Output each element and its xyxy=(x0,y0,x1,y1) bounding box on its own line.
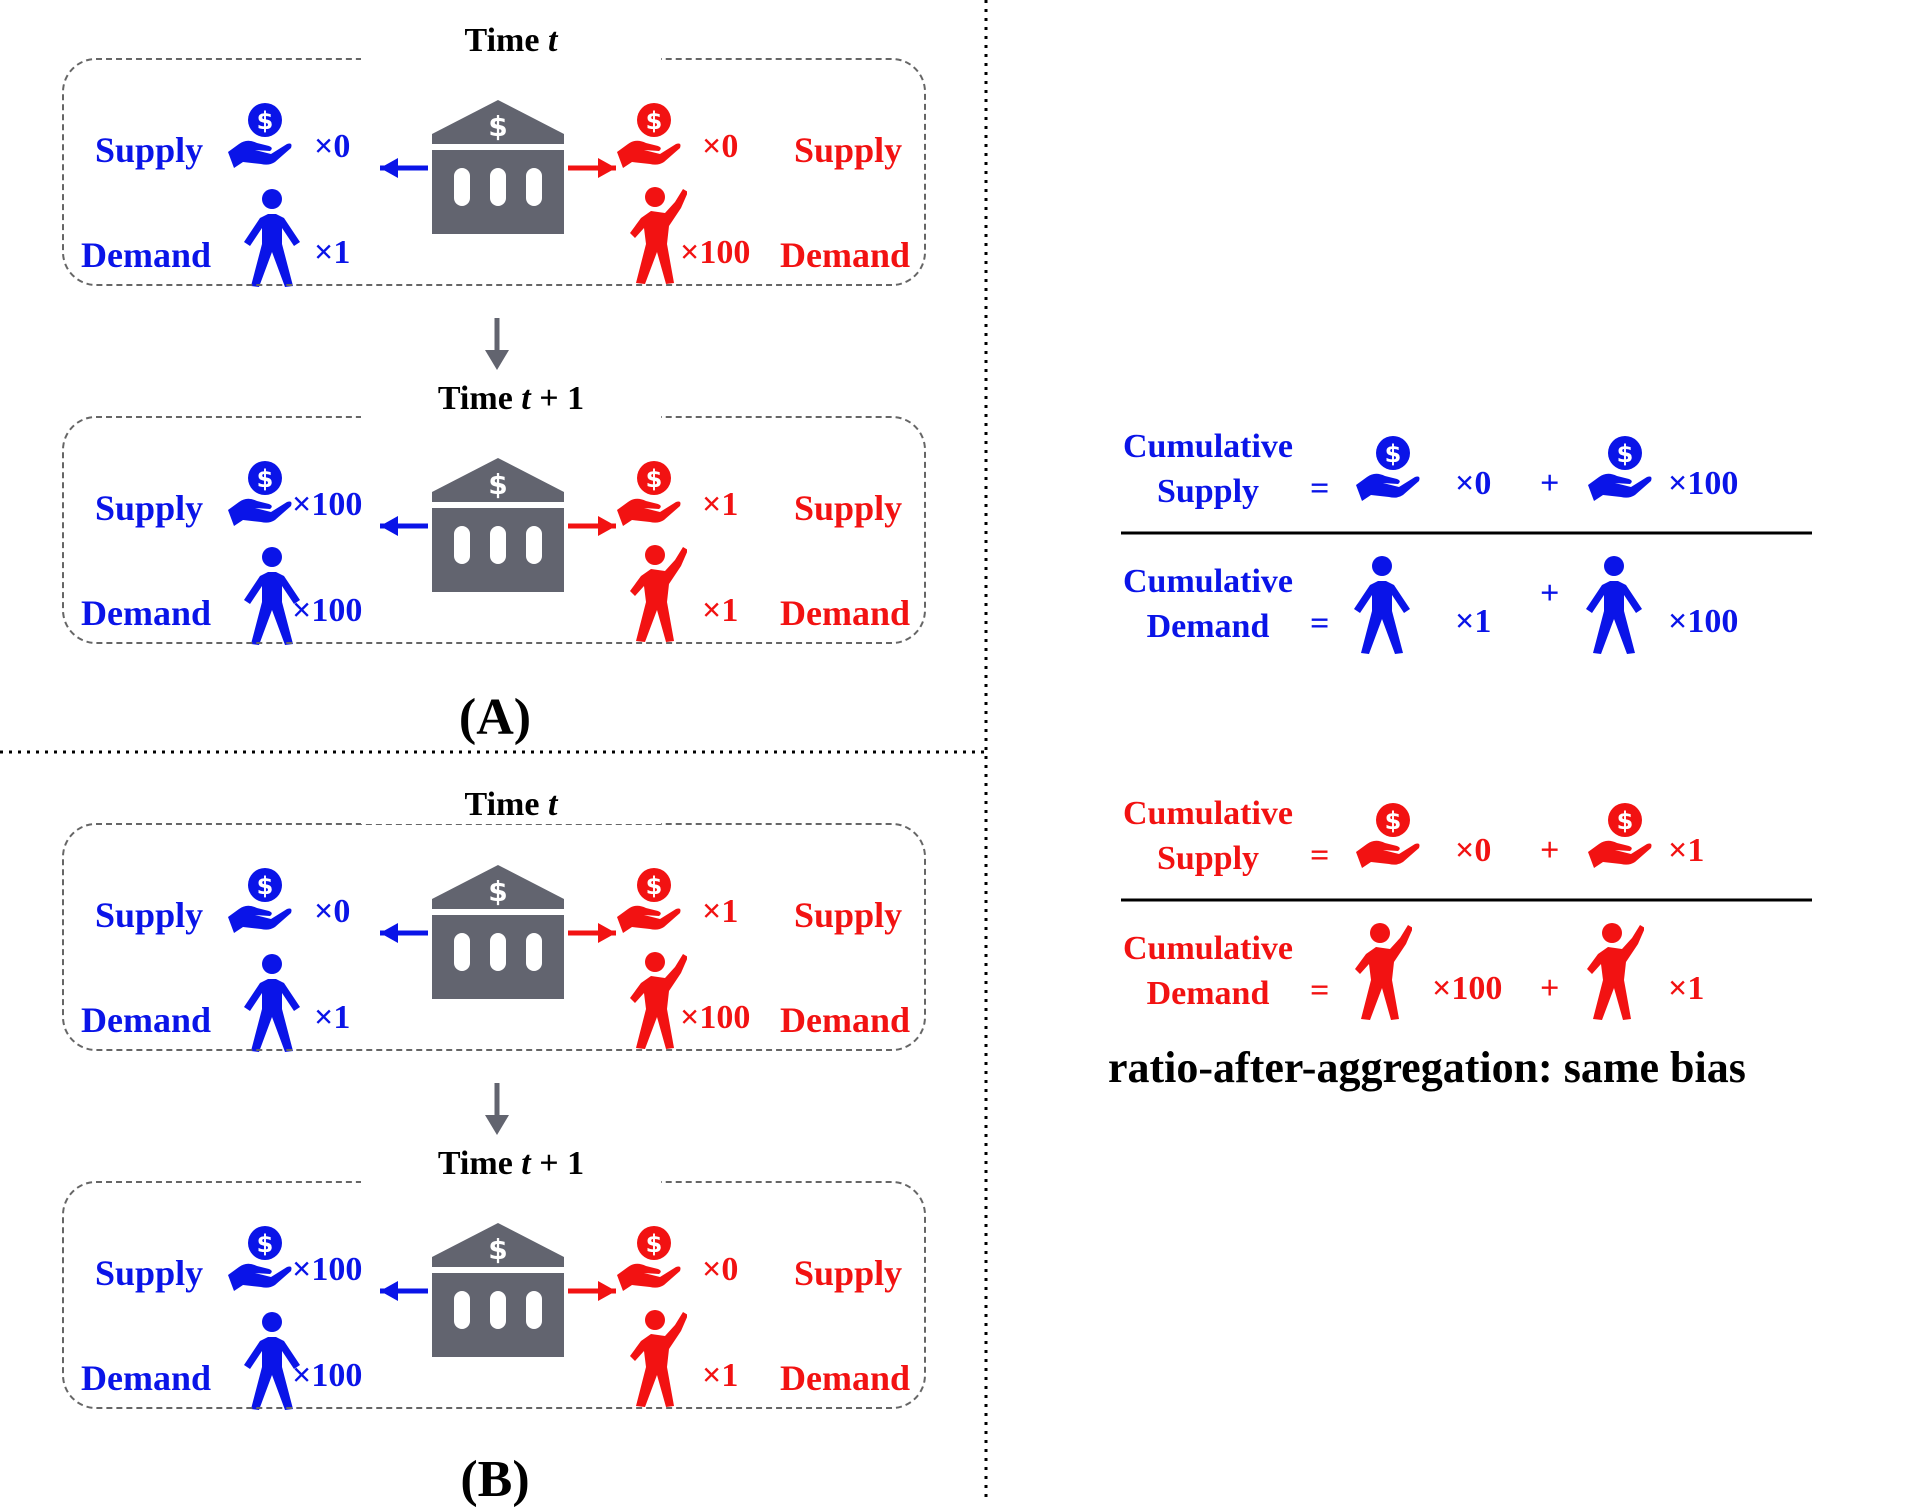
equals-sign: = xyxy=(1310,605,1330,642)
plus-sign: + xyxy=(1540,970,1560,1007)
supply-label: Supply xyxy=(1156,840,1260,877)
demand-term-2: ×1 xyxy=(1668,970,1705,1007)
hand-coin-icon xyxy=(1356,803,1420,868)
time-title: Time t + 1 xyxy=(361,1145,661,1183)
blue-demand-label: Demand xyxy=(81,593,212,633)
blue-supply-count: ×100 xyxy=(292,486,363,523)
red-supply-count: ×1 xyxy=(702,486,739,523)
cumulative-label: Cumulative xyxy=(1123,428,1293,465)
equals-sign: = xyxy=(1310,837,1330,874)
arrow-to-blue-head xyxy=(380,1281,398,1301)
red-supply-count: ×1 xyxy=(702,893,739,930)
supply-term-2: ×1 xyxy=(1668,832,1705,869)
red-demand-count: ×1 xyxy=(702,1357,739,1394)
arrow-to-red-head xyxy=(598,516,616,536)
blue-demand-label: Demand xyxy=(81,235,212,275)
supply-term-1: ×0 xyxy=(1455,465,1492,502)
arrow-to-blue-head xyxy=(380,923,398,943)
blue-supply-count: ×0 xyxy=(314,893,351,930)
supply-term-2: ×100 xyxy=(1668,465,1739,502)
time-title: Time t + 1 xyxy=(361,380,661,418)
demand-term-1: ×100 xyxy=(1432,970,1503,1007)
arrow-to-red-head xyxy=(598,1281,616,1301)
demand-label: Demand xyxy=(1146,608,1270,645)
red-supply-count: ×0 xyxy=(702,128,739,165)
plus-sign: + xyxy=(1540,575,1560,612)
blue-demand-count: ×100 xyxy=(292,1357,363,1394)
time-title: Time t xyxy=(361,22,661,60)
red-demand-count: ×100 xyxy=(680,234,751,271)
plus-sign: + xyxy=(1540,832,1560,869)
time-title: Time t xyxy=(361,786,661,824)
cumulative-label: Cumulative xyxy=(1123,563,1293,600)
blue-supply-count: ×100 xyxy=(292,1251,363,1288)
person-icon xyxy=(1586,556,1642,654)
blue-supply-label: Supply xyxy=(95,1253,204,1293)
cumulative-label: Cumulative xyxy=(1123,795,1293,832)
blue-supply-label: Supply xyxy=(95,895,204,935)
red-demand-count: ×1 xyxy=(702,592,739,629)
blue-supply-label: Supply xyxy=(95,130,204,170)
plus-sign: + xyxy=(1540,465,1560,502)
red-demand-label: Demand xyxy=(780,235,911,275)
red-supply-label: Supply xyxy=(794,130,903,170)
red-demand-label: Demand xyxy=(780,1000,911,1040)
person-icon xyxy=(1587,923,1644,1020)
blue-demand-label: Demand xyxy=(81,1000,212,1040)
red-supply-label: Supply xyxy=(794,488,903,528)
red-supply-count: ×0 xyxy=(702,1251,739,1288)
blue-supply-count: ×0 xyxy=(314,128,351,165)
blue-supply-label: Supply xyxy=(95,488,204,528)
blue-demand-label: Demand xyxy=(81,1358,212,1398)
person-icon xyxy=(1354,556,1410,654)
red-demand-label: Demand xyxy=(780,1358,911,1398)
demand-term-1: ×1 xyxy=(1455,603,1492,640)
hand-coin-icon xyxy=(1588,436,1652,501)
equals-sign: = xyxy=(1310,972,1330,1009)
supply-term-1: ×0 xyxy=(1455,832,1492,869)
red-demand-count: ×100 xyxy=(680,999,751,1036)
panel-label-b: (B) xyxy=(460,1451,530,1508)
hand-coin-icon xyxy=(1356,436,1420,501)
equals-sign: = xyxy=(1310,470,1330,507)
red-demand-label: Demand xyxy=(780,593,911,633)
arrow-to-blue-head xyxy=(380,158,398,178)
hand-coin-icon xyxy=(1588,803,1652,868)
panel-label-a: (A) xyxy=(458,689,532,746)
person-icon xyxy=(1355,923,1412,1020)
red-supply-label: Supply xyxy=(794,1253,903,1293)
cumulative-label: Cumulative xyxy=(1123,930,1293,967)
conclusion-text: ratio-after-aggregation: same bias xyxy=(1108,1043,1746,1092)
arrow-to-red-head xyxy=(598,923,616,943)
supply-label: Supply xyxy=(1156,473,1260,510)
red-supply-label: Supply xyxy=(794,895,903,935)
arrow-to-blue-head xyxy=(380,516,398,536)
demand-term-2: ×100 xyxy=(1668,603,1739,640)
blue-demand-count: ×1 xyxy=(314,234,351,271)
blue-demand-count: ×100 xyxy=(292,592,363,629)
arrow-to-red-head xyxy=(598,158,616,178)
demand-label: Demand xyxy=(1146,975,1270,1012)
panel-b-time-t xyxy=(62,823,926,1051)
blue-demand-count: ×1 xyxy=(314,999,351,1036)
